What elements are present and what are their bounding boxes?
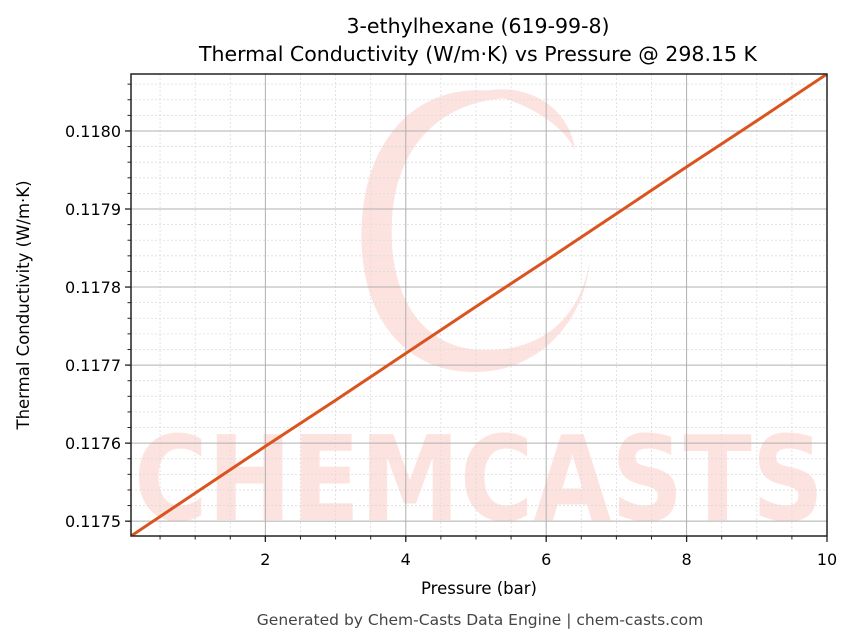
chart-title-line2: Thermal Conductivity (W/m·K) vs Pressure… (198, 42, 758, 66)
y-tick-label: 0.1179 (65, 200, 121, 219)
y-tick-label: 0.1178 (65, 278, 121, 297)
x-tick-label: 8 (681, 550, 691, 569)
x-tick-label: 10 (817, 550, 837, 569)
x-axis: 2 4 6 8 10 (159, 536, 837, 569)
x-tick-label: 6 (541, 550, 551, 569)
watermark-swirl-icon (361, 89, 590, 373)
y-tick-label: 0.1176 (65, 434, 121, 453)
y-tick-label: 0.1180 (65, 122, 121, 141)
y-tick-label: 0.1175 (65, 512, 121, 531)
footer-credit: Generated by Chem-Casts Data Engine | ch… (257, 611, 703, 629)
y-axis-label: Thermal Conductivity (W/m·K) (14, 180, 33, 430)
axes-frame (130, 73, 828, 537)
major-grid (131, 74, 827, 536)
x-tick-label: 2 (260, 550, 270, 569)
y-axis: 0.1175 0.1176 0.1177 0.1178 0.1179 0.1180 (65, 83, 131, 531)
data-line (131, 74, 827, 536)
x-axis-label: Pressure (bar) (421, 579, 537, 598)
watermark-text: CHEMCASTS (134, 410, 824, 548)
y-tick-label: 0.1177 (65, 356, 121, 375)
watermark: CHEMCASTS (134, 89, 824, 548)
x-tick-label: 4 (401, 550, 411, 569)
chart-title-line1: 3-ethylhexane (619-99-8) (346, 14, 609, 38)
